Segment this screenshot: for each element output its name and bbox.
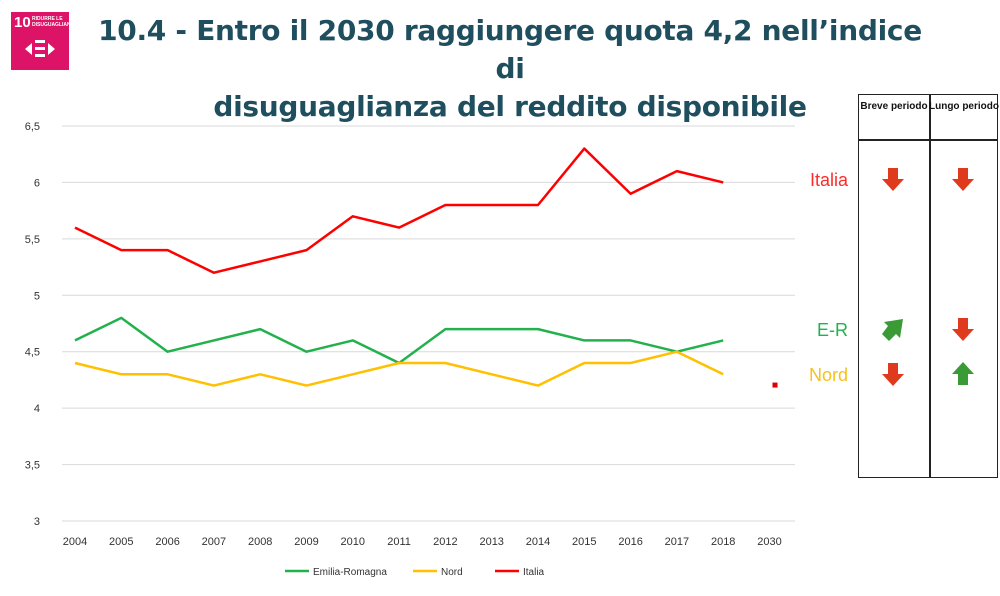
sdg-goal-badge: 10 RIDURRE LE DISUGUAGLIANZE	[11, 12, 77, 70]
trend-table: Breve periodo Lungo periodo	[858, 94, 999, 478]
row-label-nord: Nord	[809, 365, 848, 385]
header-long-term: Lungo periodo	[929, 101, 999, 112]
arrow-up-icon	[952, 362, 974, 385]
x-tick-label: 2011	[387, 536, 411, 548]
y-tick-label: 4	[34, 403, 40, 415]
chart-title-line1: 10.4 - Entro il 2030 raggiungere quota 4…	[98, 14, 922, 85]
x-tick-label: 2004	[63, 536, 87, 548]
arrow-down-icon	[952, 318, 974, 341]
series-line-italia	[74, 147, 724, 274]
x-tick-label: 2015	[572, 536, 596, 548]
row-label-e-r: E-R	[817, 320, 848, 340]
y-tick-label: 5,5	[25, 234, 40, 246]
legend-label: Italia	[523, 567, 545, 578]
series-line-emilia-romagna	[74, 316, 724, 365]
x-tick-label: 2009	[294, 536, 318, 548]
header-short-term: Breve periodo	[860, 101, 928, 112]
y-tick-label: 3,5	[25, 460, 40, 472]
x-tick-label: 2005	[109, 536, 133, 548]
target-marker	[772, 382, 778, 388]
trend-column-divider	[929, 95, 931, 477]
x-tick-label: 2008	[248, 536, 272, 548]
x-tick-label: 2012	[433, 536, 457, 548]
inequality-icon	[25, 40, 55, 57]
y-tick-label: 4,5	[25, 347, 40, 359]
x-tick-label: 2017	[665, 536, 689, 548]
series-line-nord	[74, 350, 724, 387]
legend-label: Emilia-Romagna	[313, 567, 387, 578]
legend-label: Nord	[441, 567, 463, 578]
chart-title-line2: disuguaglianza del reddito disponibile	[213, 90, 807, 123]
arrow-down-icon	[952, 168, 974, 191]
x-tick-label: 2006	[155, 536, 179, 548]
x-tick-label: 2018	[711, 536, 735, 548]
arrow-up-right-icon	[882, 319, 903, 341]
trend-header-divider	[859, 139, 997, 141]
chart-title: 10.4 - Entro il 2030 raggiungere quota 4…	[80, 12, 940, 126]
sdg-number: 10	[14, 14, 31, 31]
row-label-italia: Italia	[810, 170, 849, 190]
x-tick-label: 2010	[341, 536, 365, 548]
y-tick-label: 6	[34, 177, 40, 189]
x-tick-label: 2013	[479, 536, 503, 548]
x-tick-label: 2016	[618, 536, 642, 548]
y-tick-label: 3	[34, 516, 40, 528]
x-tick-label: 2030	[757, 536, 781, 548]
y-tick-label: 6,5	[25, 121, 40, 133]
sdg-label: RIDURRE LE DISUGUAGLIANZE	[32, 16, 77, 28]
x-tick-label: 2007	[202, 536, 226, 548]
y-tick-label: 5	[34, 290, 40, 302]
x-tick-label: 2014	[526, 536, 550, 548]
arrow-down-icon	[882, 168, 904, 191]
arrow-down-icon	[882, 363, 904, 386]
